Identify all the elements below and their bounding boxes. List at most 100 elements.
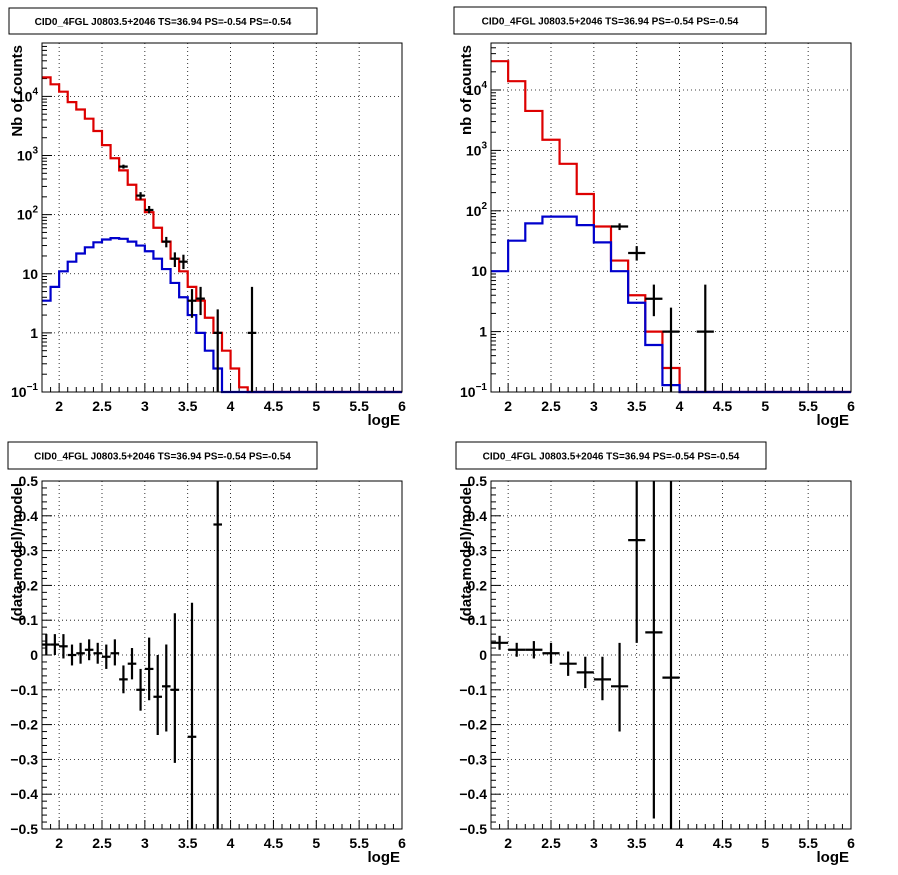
tick-label: 3 — [590, 835, 598, 851]
plot-frame — [41, 480, 403, 830]
chart-panel-2: CID0_4FGL J0803.5+2046 TS=36.94 PS=-0.54… — [453, 6, 855, 429]
tick-label: 0.4 — [19, 508, 39, 524]
tick-label: −0.4 — [459, 786, 487, 802]
tick-label: 6 — [847, 398, 855, 414]
x-axis-label: logE — [817, 412, 850, 429]
tick-label: 10−1 — [460, 382, 487, 400]
chart-panel-1: CID0_4FGL J0803.5+2046 TS=36.94 PS=-0.54… — [8, 7, 406, 429]
tick-label: 102 — [17, 205, 39, 223]
x-axis-label: logE — [368, 412, 401, 429]
tick-label: −0.1 — [459, 682, 487, 698]
tick-label: 4.5 — [264, 398, 284, 414]
chart-panel-4: CID0_4FGL J0803.5+2046 TS=36.94 PS=-0.54… — [455, 441, 855, 866]
tick-label: 4 — [676, 398, 684, 414]
y-axis-label: (data-model)/model — [9, 483, 26, 621]
axis-ticks — [490, 480, 852, 830]
tick-label: 0.1 — [19, 612, 39, 628]
tick-label: 4.5 — [264, 835, 284, 851]
tick-label: 2 — [504, 835, 512, 851]
tick-label: −0.5 — [10, 821, 38, 837]
title-box — [7, 441, 318, 470]
tick-label: −0.2 — [459, 717, 487, 733]
tick-label: 10 — [22, 266, 38, 282]
y-axis-label: nb of counts — [458, 45, 475, 135]
tick-label: 3 — [590, 398, 598, 414]
tick-label: 0 — [479, 647, 487, 663]
tick-label: 2.5 — [92, 835, 112, 851]
tick-label: 6 — [847, 835, 855, 851]
title-box — [453, 6, 767, 35]
tick-label: 2.5 — [92, 398, 112, 414]
tick-label: 2 — [504, 398, 512, 414]
tick-label: 102 — [466, 201, 488, 219]
tick-label: 0.5 — [468, 473, 488, 489]
x-axis-label: logE — [817, 849, 850, 866]
tick-label: −0.3 — [10, 751, 38, 767]
chart-panel-3: CID0_4FGL J0803.5+2046 TS=36.94 PS=-0.54… — [7, 441, 406, 866]
y-axis-label: (data-model)/model — [458, 483, 475, 621]
tick-label: 0 — [30, 647, 38, 663]
tick-label: 0.2 — [468, 577, 488, 593]
tick-label: 10−1 — [11, 382, 38, 400]
tick-label: 4 — [227, 398, 235, 414]
axis-ticks — [41, 42, 403, 393]
tick-label: 3 — [141, 835, 149, 851]
tick-label: 0.3 — [19, 543, 39, 559]
tick-label: 3.5 — [178, 398, 198, 414]
tick-label: 5 — [761, 835, 769, 851]
tick-label: 3.5 — [627, 398, 647, 414]
series-2-step-line — [42, 237, 402, 394]
tick-label: −0.1 — [10, 682, 38, 698]
grid-lines — [42, 43, 402, 392]
tick-label: 0.3 — [468, 543, 488, 559]
plot-frame — [41, 42, 403, 393]
title-box — [8, 7, 318, 35]
tick-label: −0.5 — [459, 821, 487, 837]
plot-frame — [490, 42, 852, 393]
tick-label: −0.3 — [459, 751, 487, 767]
tick-label: 2.5 — [541, 835, 561, 851]
grid-lines — [42, 481, 402, 829]
series-1-step-line — [42, 76, 402, 394]
chart-title: CID0_4FGL J0803.5+2046 TS=36.94 PS=-0.54… — [35, 17, 292, 28]
tick-label: 5 — [761, 398, 769, 414]
tick-label: 5.5 — [349, 398, 369, 414]
tick-label: 4.5 — [713, 398, 733, 414]
tick-label: 3.5 — [178, 835, 198, 851]
chart-title: CID0_4FGL J0803.5+2046 TS=36.94 PS=-0.54… — [483, 452, 740, 463]
tick-label: 5.5 — [798, 398, 818, 414]
plot-frame — [490, 480, 852, 830]
series-1-errorbars — [42, 481, 222, 829]
tick-label: 3.5 — [627, 835, 647, 851]
tick-label: 103 — [17, 146, 39, 164]
tick-label: 1 — [30, 325, 38, 341]
x-axis-label: logE — [368, 849, 401, 866]
tick-label: 5 — [312, 835, 320, 851]
series-3-errorbars — [119, 164, 257, 392]
tick-label: 0.2 — [19, 577, 39, 593]
tick-label: 6 — [398, 835, 406, 851]
tick-label: 2.5 — [541, 398, 561, 414]
tick-label: 1 — [479, 324, 487, 340]
tick-label: −0.2 — [10, 717, 38, 733]
tick-label: 4 — [676, 835, 684, 851]
tick-label: 3 — [141, 398, 149, 414]
y-axis-label: Nb of counts — [9, 45, 26, 137]
title-box — [455, 441, 767, 470]
tick-label: 4.5 — [713, 835, 733, 851]
series-3-errorbars — [611, 223, 714, 392]
chart-title: CID0_4FGL J0803.5+2046 TS=36.94 PS=-0.54… — [482, 17, 739, 28]
tick-label: 103 — [466, 140, 488, 158]
tick-label: 0.4 — [468, 508, 488, 524]
tick-label: 2 — [55, 398, 63, 414]
tick-label: −0.4 — [10, 786, 38, 802]
tick-label: 4 — [227, 835, 235, 851]
tick-label: 0.5 — [19, 473, 39, 489]
tick-label: 5.5 — [349, 835, 369, 851]
tick-label: 2 — [55, 835, 63, 851]
tick-label: 5 — [312, 398, 320, 414]
series-1-errorbars — [491, 481, 680, 829]
tick-label: 6 — [398, 398, 406, 414]
chart-title: CID0_4FGL J0803.5+2046 TS=36.94 PS=-0.54… — [34, 452, 291, 463]
